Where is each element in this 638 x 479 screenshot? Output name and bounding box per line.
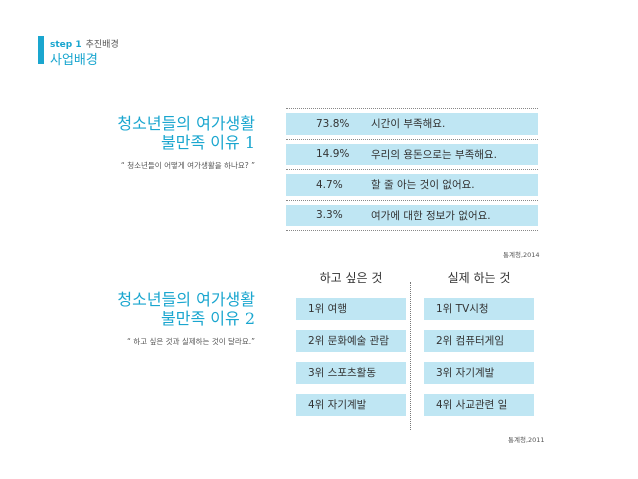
stat-percent: 73.8% [316,117,350,130]
reason1-stats-table: 73.8% 시간이 부족해요. 14.9% 우리의 용돈으로는 부족해요. 4.… [286,108,538,231]
reason2-quote: “ 하고 싶은 것과 실제하는 것이 달라요.” [127,337,255,346]
stat-reason: 여가에 대한 정보가 없어요. [371,209,491,222]
step-number: step 1 [50,40,82,50]
stat-row: 14.9% 우리의 용돈으로는 부족해요. [286,140,538,170]
stat-bar: 4.7% 할 줄 아는 것이 없어요. [286,174,538,196]
stat-bar: 14.9% 우리의 용돈으로는 부족해요. [286,143,538,165]
col-header-actual: 실제 하는 것 [447,271,511,285]
actual-item: 1위 TV시청 [424,298,534,320]
stat-reason: 시간이 부족해요. [371,118,446,131]
stat-percent: 4.7% [316,178,343,191]
stat-bar: 73.8% 시간이 부족해요. [286,113,538,135]
stat-row: 3.3% 여가에 대한 정보가 없어요. [286,201,538,231]
stat-row: 4.7% 할 줄 아는 것이 없어요. [286,170,538,201]
step-marker-bar [38,36,44,64]
want-item: 4위 자기계발 [296,394,406,416]
actual-item: 4위 사교관련 일 [424,394,534,416]
compare-divider [410,282,411,430]
reason2-title-line1: 청소년들의 여가생활 [117,290,255,309]
reason1-quote: “ 청소년들이 어떻게 여가생활을 하나요? ” [120,161,255,170]
reason1-title-line1: 청소년들의 여가생활 [117,114,255,133]
step-indicator: step 1 추진배경 [50,37,119,50]
reason2-title-line2: 불만족 이유 2 [161,309,255,328]
reason1-title: 청소년들의 여가생활 불만족 이유 1 [117,114,255,152]
want-item: 2위 문화예술 관람 [296,330,406,352]
stat-percent: 3.3% [316,209,343,222]
reason1-title-line2: 불만족 이유 1 [161,133,255,152]
step-label: 추진배경 [85,40,119,50]
actual-item: 2위 컴퓨터게임 [424,330,534,352]
col-header-want: 하고 싶은 것 [319,271,383,285]
want-item: 3위 스포츠활동 [296,362,406,384]
actual-item: 3위 자기계발 [424,362,534,384]
reason2-source: 통계청,2011 [508,436,545,444]
want-item: 1위 여행 [296,298,406,320]
stat-bar: 3.3% 여가에 대한 정보가 없어요. [286,204,538,226]
stat-reason: 할 줄 아는 것이 없어요. [371,179,475,192]
stat-row: 73.8% 시간이 부족해요. [286,109,538,140]
stat-percent: 14.9% [316,148,350,161]
reason1-source: 통계청,2014 [503,251,540,259]
reason2-title: 청소년들의 여가생활 불만족 이유 2 [117,290,255,328]
section-title: 사업배경 [50,53,98,68]
stat-reason: 우리의 용돈으로는 부족해요. [371,148,497,161]
